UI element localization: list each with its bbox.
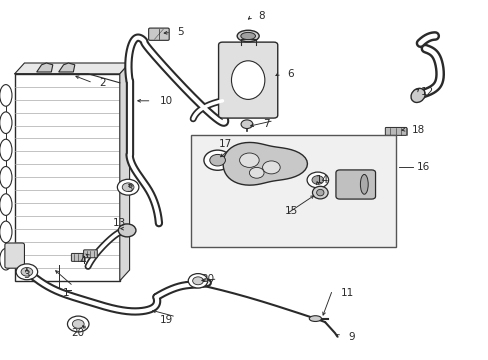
Circle shape [203,150,231,170]
Text: 15: 15 [284,206,297,216]
Polygon shape [37,63,53,72]
Text: 5: 5 [177,27,184,37]
Ellipse shape [316,189,323,196]
FancyBboxPatch shape [5,243,24,268]
Circle shape [118,224,136,237]
Ellipse shape [240,32,255,40]
FancyBboxPatch shape [218,42,277,118]
Ellipse shape [0,85,12,106]
Circle shape [241,120,252,129]
Text: 19: 19 [159,315,173,325]
Ellipse shape [312,186,327,199]
Polygon shape [15,74,120,281]
FancyBboxPatch shape [335,170,375,199]
Text: 16: 16 [415,162,429,172]
Text: 8: 8 [258,11,264,21]
Ellipse shape [0,194,12,215]
Text: 18: 18 [410,125,424,135]
Circle shape [72,320,84,328]
Text: 10: 10 [160,96,172,106]
Ellipse shape [231,61,264,99]
Text: 14: 14 [315,175,329,185]
Circle shape [16,264,38,280]
Circle shape [209,154,225,166]
Text: 20: 20 [201,274,214,284]
Circle shape [117,179,139,195]
Text: 9: 9 [348,332,355,342]
Circle shape [192,277,203,285]
FancyBboxPatch shape [83,250,97,258]
Circle shape [239,153,259,167]
Ellipse shape [0,248,12,270]
Circle shape [188,274,207,288]
Text: 12: 12 [420,87,434,97]
Text: 3: 3 [23,270,30,280]
Ellipse shape [308,316,321,321]
Polygon shape [59,63,75,72]
Text: 17: 17 [218,139,231,149]
Circle shape [122,183,134,192]
Ellipse shape [0,166,12,188]
Ellipse shape [237,30,259,42]
Circle shape [311,176,323,184]
Text: 20: 20 [72,328,84,338]
FancyBboxPatch shape [148,28,169,40]
Ellipse shape [360,174,367,194]
Polygon shape [223,143,307,185]
Ellipse shape [0,112,12,134]
Text: 3: 3 [126,184,133,194]
Ellipse shape [0,139,12,161]
Text: 2: 2 [99,78,106,88]
Text: 13: 13 [113,218,126,228]
Ellipse shape [410,88,424,103]
Text: 6: 6 [287,69,294,79]
Polygon shape [120,63,129,281]
Bar [190,135,395,247]
Polygon shape [15,63,129,74]
Circle shape [306,172,328,188]
Text: 4: 4 [80,256,86,266]
Text: 1: 1 [62,288,69,298]
FancyBboxPatch shape [71,253,85,261]
Circle shape [67,316,89,332]
FancyBboxPatch shape [385,127,406,135]
Circle shape [21,267,33,276]
Circle shape [262,161,280,174]
Ellipse shape [0,221,12,243]
Text: 11: 11 [340,288,353,298]
Text: 7: 7 [263,119,269,129]
Circle shape [249,167,264,178]
